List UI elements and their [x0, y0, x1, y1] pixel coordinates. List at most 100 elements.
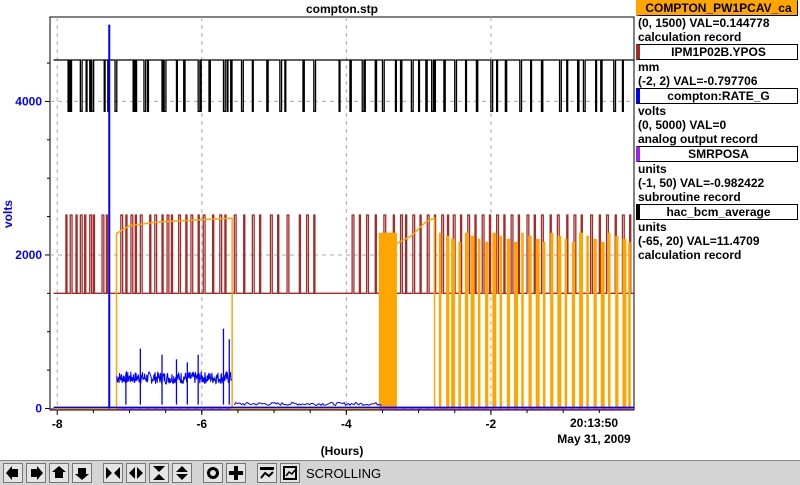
pan-right-button[interactable] [26, 463, 46, 483]
zoom-out-x-icon [129, 467, 143, 479]
y-axis-label: volts [1, 200, 15, 228]
config-button[interactable] [257, 463, 277, 483]
x-tick-label: -2 [486, 417, 497, 431]
legend: COMPTON_PW1PCAV_ca (0, 1500) VAL=0.14477… [636, 0, 800, 262]
blue-low-noise [233, 401, 382, 407]
orange-bar [622, 238, 627, 409]
legend-entry-compton-pw1pcav[interactable]: COMPTON_PW1PCAV_ca (0, 1500) VAL=0.14477… [636, 0, 800, 44]
zoom-in-y-button[interactable] [149, 463, 169, 483]
plot-area [49, 16, 635, 411]
axes: -8 -6 -4 -2 0 2000 4000 [15, 62, 600, 431]
x-tick-label: -4 [341, 417, 352, 431]
toolbar: SCROLLING [0, 460, 800, 485]
legend-line: calculation record [638, 248, 742, 262]
orange-bar [550, 232, 554, 409]
legend-line: calculation record [638, 30, 742, 44]
orange-bar [593, 238, 597, 409]
legend-line: (0, 1500) VAL=0.144778 [638, 16, 770, 30]
auto-scale-icon [207, 467, 219, 479]
orange-bar [477, 238, 481, 409]
series-compton-pw1pcav-ca [53, 217, 379, 410]
legend-entry-compton-rate[interactable]: compton:RATE_G volts (0, 5000) VAL=0 ana… [636, 88, 800, 146]
zoom-in-x-icon [106, 467, 120, 479]
add-button[interactable] [226, 463, 246, 483]
orange-bar [628, 241, 631, 409]
zoom-in-x-button[interactable] [103, 463, 123, 483]
orange-bar [485, 241, 489, 409]
orange-bar [535, 238, 540, 409]
legend-line: volts [638, 104, 667, 118]
legend-entry-smrposa[interactable]: SMRPOSA units (-1, 50) VAL=-0.982422 sub… [636, 146, 800, 204]
zoom-out-x-button[interactable] [126, 463, 146, 483]
orange-bar [557, 235, 562, 409]
pan-left-icon [6, 466, 18, 480]
legend-entry-hac-bcm[interactable]: hac_bcm_average units (-65, 20) VAL=11.4… [636, 204, 800, 262]
orange-bar [464, 232, 469, 409]
add-icon [229, 466, 243, 480]
orange-bar [571, 241, 576, 409]
orange-plateau-2 [396, 216, 436, 409]
orange-bar [458, 241, 461, 409]
strip-chart[interactable]: -8 -6 -4 -2 0 2000 4000 compton.stp (Hours) vo… [0, 0, 636, 460]
scroll-button[interactable] [280, 463, 300, 483]
orange-bar [451, 238, 456, 409]
orange-bar [470, 235, 475, 409]
zoom-out-y-icon [176, 466, 188, 480]
legend-line: units [638, 162, 667, 176]
orange-bar [615, 235, 619, 409]
orange-bar [492, 232, 497, 409]
orange-bar [528, 235, 532, 409]
orange-bar [586, 235, 589, 409]
legend-name: hac_bcm_average [636, 204, 798, 220]
orange-bar [542, 241, 546, 409]
timestamp-time: 20:13:50 [570, 416, 618, 430]
legend-line: (0, 5000) VAL=0 [638, 118, 727, 132]
orange-bar [607, 232, 611, 409]
series-hac-bcm-average [53, 59, 634, 113]
status-text: SCROLLING [306, 465, 382, 481]
legend-name: COMPTON_PW1PCAV_ca [636, 0, 798, 16]
legend-line: (-65, 20) VAL=11.4709 [638, 234, 760, 248]
blue-noise-band [116, 370, 233, 386]
pan-right-icon [31, 466, 43, 480]
auto-scale-button[interactable] [203, 463, 223, 483]
orange-dense-block [378, 232, 397, 409]
pan-down-button[interactable] [72, 463, 92, 483]
legend-name: SMRPOSA [636, 146, 798, 162]
orange-bar [446, 235, 450, 409]
y-tick-label: 4000 [15, 94, 42, 108]
orange-bar [579, 232, 584, 409]
series-ipm1p02b-ypos [53, 214, 634, 294]
y-tick-label: 2000 [15, 248, 42, 262]
orange-bar [499, 235, 503, 409]
legend-line: (-1, 50) VAL=-0.982422 [638, 176, 765, 190]
series-layer [50, 24, 634, 410]
legend-name: IPM1P02B.YPOS [636, 44, 798, 60]
legend-entry-ipm1p02b[interactable]: IPM1P02B.YPOS mm (-2, 2) VAL=-0.797706 [636, 44, 800, 88]
pan-down-icon [75, 468, 89, 480]
pan-up-button[interactable] [49, 463, 69, 483]
legend-line: units [638, 220, 667, 234]
y-tick-label: 0 [35, 401, 42, 415]
orange-bar [438, 232, 442, 409]
zoom-in-y-icon [153, 466, 165, 480]
zoom-out-y-button[interactable] [172, 463, 192, 483]
x-axis-label: (Hours) [321, 444, 364, 458]
legend-line: mm [638, 60, 660, 74]
config-icon [260, 467, 274, 479]
timestamp-date: May 31, 2009 [557, 432, 631, 446]
orange-bar [514, 241, 518, 409]
legend-name: compton:RATE_G [636, 88, 798, 104]
orange-bar [600, 241, 605, 409]
x-tick-label: -8 [52, 417, 63, 431]
legend-line: analog output record [638, 132, 758, 146]
orange-bar [506, 238, 511, 409]
pan-up-icon [52, 466, 66, 478]
legend-line: (-2, 2) VAL=-0.797706 [638, 74, 758, 88]
x-tick-label: -6 [196, 417, 207, 431]
pan-left-button[interactable] [3, 463, 23, 483]
orange-bar [564, 238, 568, 409]
orange-bar [521, 232, 524, 409]
chart-title: compton.stp [306, 2, 378, 16]
legend-line: subroutine record [638, 190, 741, 204]
